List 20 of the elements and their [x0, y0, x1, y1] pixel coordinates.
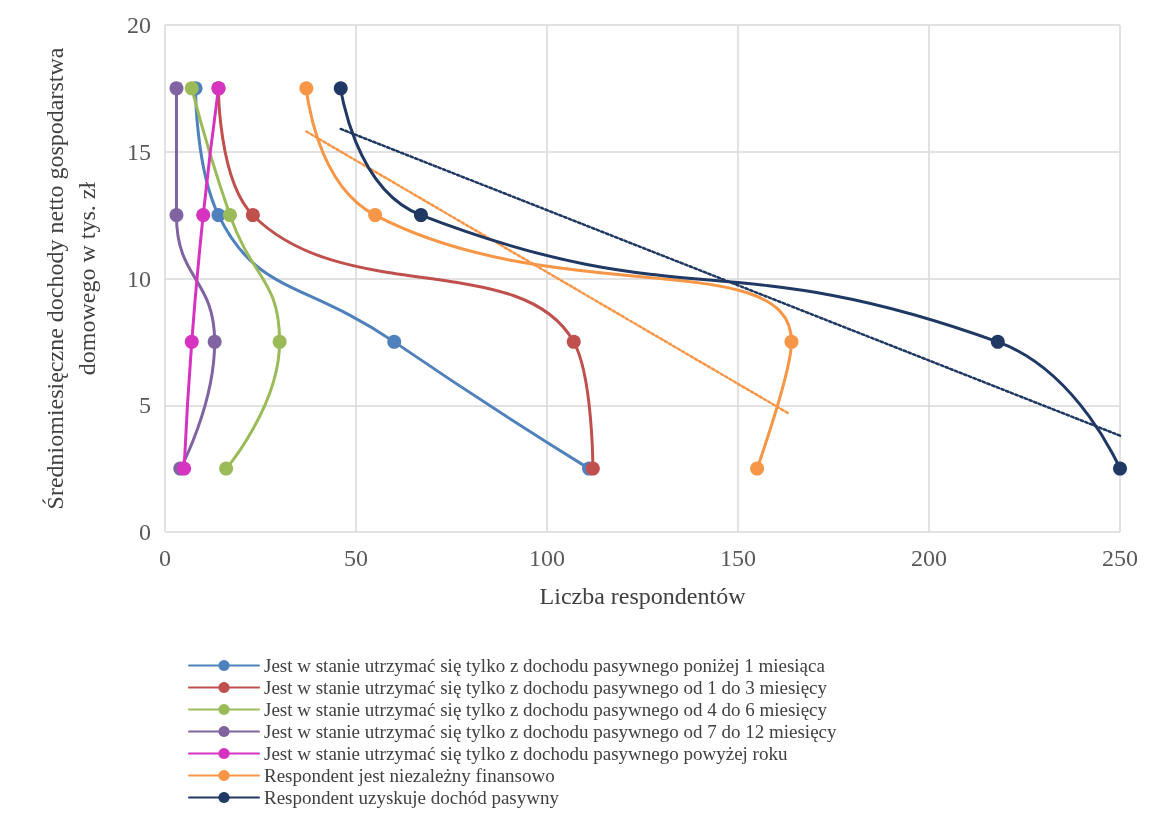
- y-tick-label: 10: [127, 265, 151, 292]
- legend-label: Jest w stanie utrzymać się tylko z dochodu pasywnego od 4 do 6 miesięcy: [264, 699, 828, 720]
- x-axis-title: Liczba respondentów: [539, 583, 747, 609]
- y-axis-title: Średniomiesięczne dochody netto gospodarstwa domowego w tys. zł: [42, 47, 100, 510]
- y-tick-label: 20: [127, 12, 151, 38]
- legend-label: Jest w stanie utrzymać się tylko z dochodu pasywnego od 7 do 12 miesięcy: [264, 721, 838, 742]
- legend-label: Jest w stanie utrzymać się tylko z dochodu pasywnego poniżej 1 miesiąca: [264, 655, 826, 676]
- y-tick-label: 0: [139, 519, 151, 545]
- x-tick-label: 200: [911, 545, 947, 571]
- x-tick-label: 0: [159, 545, 171, 571]
- x-tick-label: 250: [1102, 545, 1138, 571]
- x-tick-label: 50: [344, 545, 368, 571]
- legend-label: Jest w stanie utrzymać się tylko z dochodu pasywnego powyżej roku: [264, 743, 788, 764]
- y-tick-label: 15: [127, 138, 151, 165]
- legend-label: Respondent uzyskuje dochód pasywny: [264, 787, 560, 808]
- y-tick-label: 5: [139, 392, 151, 419]
- x-tick-label: 150: [720, 545, 756, 571]
- x-tick-label: 100: [529, 545, 565, 571]
- legend-label: Respondent jest niezależny finansowo: [264, 765, 555, 786]
- legend-label: Jest w stanie utrzymać się tylko z dochodu pasywnego od 1 do 3 miesięcy: [264, 677, 828, 698]
